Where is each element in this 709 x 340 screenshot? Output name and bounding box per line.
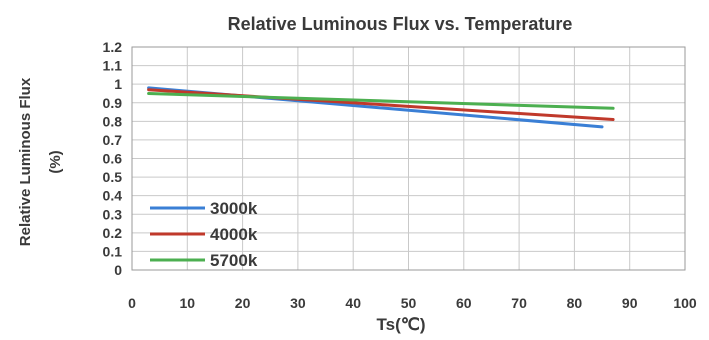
y-axis-label-line1: Relative Luminous Flux [17,77,34,246]
y-tick-label: 0.2 [103,225,123,241]
y-tick-label: 0.7 [103,132,123,148]
y-tick-label: 1.2 [103,39,123,55]
y-tick-label: 0.9 [103,95,123,111]
y-tick-label: 1.1 [103,58,123,74]
legend-label-5700k: 5700k [210,251,258,270]
y-tick-label: 0.4 [103,188,123,204]
x-tick-label: 70 [511,295,527,311]
x-tick-label: 20 [235,295,251,311]
x-tick-label: 30 [290,295,306,311]
x-tick-label: 0 [128,295,136,311]
series-line-5700k [147,92,615,110]
y-tick-label: 1 [114,76,122,92]
legend-label-3000k: 3000k [210,199,258,218]
x-tick-label: 100 [673,295,697,311]
y-tick-label: 0.3 [103,206,123,222]
legend: 3000k 4000k 5700k [150,199,258,270]
x-axis-ticks: 0 10 20 30 40 50 60 70 80 90 100 [128,295,697,311]
y-tick-label: 0.8 [103,113,123,129]
legend-label-4000k: 4000k [210,225,258,244]
x-tick-label: 40 [345,295,361,311]
x-tick-label: 10 [180,295,196,311]
y-tick-label: 0.5 [103,169,123,185]
y-axis-ticks: 0 0.1 0.2 0.3 0.4 0.5 0.6 0.7 0.8 0.9 1 1.1 1.2 [103,39,123,278]
y-tick-label: 0 [114,262,122,278]
series-lines [147,86,615,129]
x-tick-label: 50 [401,295,417,311]
x-tick-label: 80 [567,295,583,311]
y-axis-label-line2: (%) [47,150,64,173]
y-axis-label: Relative Luminous Flux (%) [17,77,64,246]
plot-area-border [131,46,686,271]
x-axis-label: Ts(℃) [377,315,426,334]
chart-title: Relative Luminous Flux vs. Temperature [228,14,573,34]
y-tick-label: 0.1 [103,243,123,259]
x-tick-label: 60 [456,295,472,311]
y-tick-label: 0.6 [103,151,123,167]
x-tick-label: 90 [622,295,638,311]
